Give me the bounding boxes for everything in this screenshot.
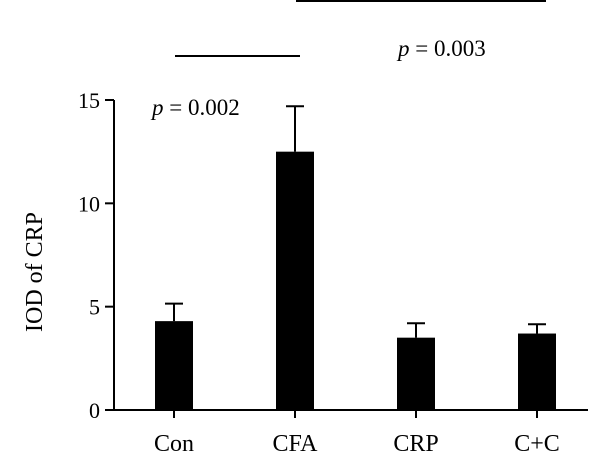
y-ticks: 0 5 10 15 — [78, 88, 114, 423]
bar-c-c — [518, 333, 556, 410]
x-tick-label: CRP — [393, 431, 438, 457]
x-tick-label: C+C — [514, 431, 560, 457]
significance-annotations: p = 0.002 p = 0.003 — [150, 0, 546, 120]
x-tick-label: CFA — [273, 431, 319, 457]
bar-crp — [397, 337, 435, 410]
p-value-label: p = 0.003 — [396, 36, 486, 61]
bars — [155, 151, 556, 410]
bar-cfa — [276, 151, 314, 410]
y-tick-label: 15 — [78, 88, 100, 113]
category-labels: Con CFA CRP C+C — [154, 410, 560, 457]
bar-con — [155, 321, 193, 410]
y-tick-label: 10 — [78, 191, 100, 216]
y-axis-label: IOD of CRP — [22, 212, 48, 332]
y-tick-label: 5 — [89, 295, 100, 320]
y-tick-label: 0 — [89, 398, 100, 423]
p-value-label: p = 0.002 — [150, 95, 240, 120]
x-tick-label: Con — [154, 431, 194, 457]
error-bars — [165, 105, 546, 338]
